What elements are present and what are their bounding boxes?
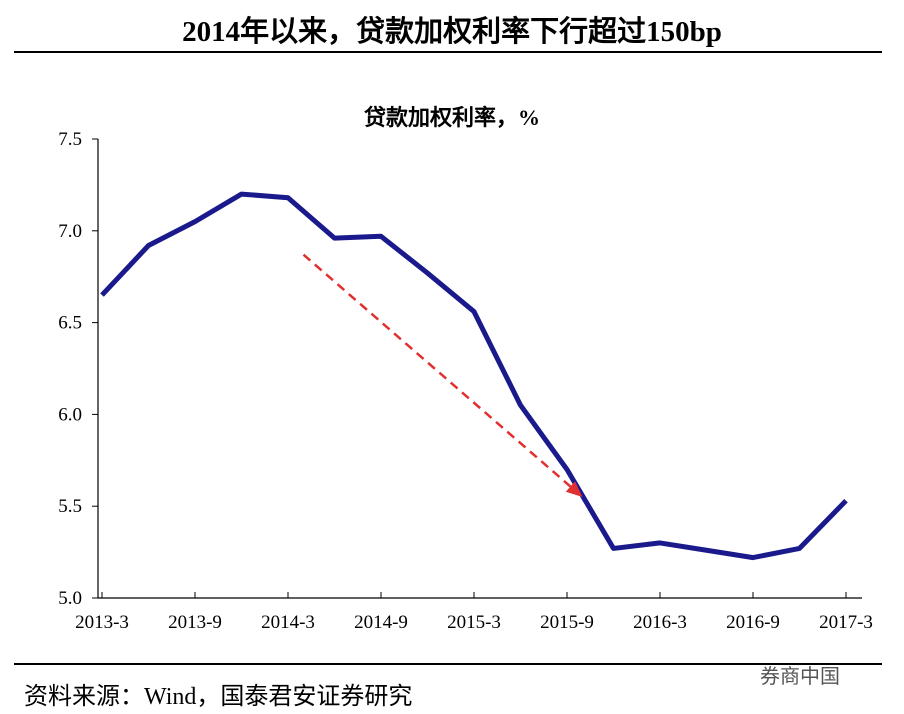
x-tick-label: 2015-9 [540,612,594,633]
x-tick-label: 2016-9 [726,612,780,633]
title-rule [14,51,882,53]
x-tick-label: 2015-3 [447,612,501,633]
x-tick-label: 2013-3 [75,612,129,633]
trend-arrow-line [302,253,572,488]
y-tick-label: 6.0 [58,404,82,425]
x-tick-label: 2016-3 [633,612,687,633]
trend-arrow-head [565,481,583,498]
figure-title: 2014年以来，贷款加权利率下行超过150bp [182,16,722,48]
series-line [100,191,848,561]
y-tick-label: 7.5 [58,129,82,150]
y-tick-label: 7.0 [58,221,82,242]
y-tick-label: 6.5 [58,313,82,334]
watermark: 券商中国 [760,664,840,688]
x-tick-label: 2014-3 [261,612,315,633]
source-note: 资料来源：Wind，国泰君安证券研究 [24,684,413,710]
x-tick-label: 2017-3 [819,612,873,633]
footer-rule [14,663,882,665]
chart-title: 贷款加权利率，% [363,105,540,130]
x-tick-label: 2013-9 [168,612,222,633]
y-tick-label: 5.5 [58,496,82,517]
y-tick-label: 5.0 [58,588,82,609]
x-tick-label: 2014-9 [354,612,408,633]
